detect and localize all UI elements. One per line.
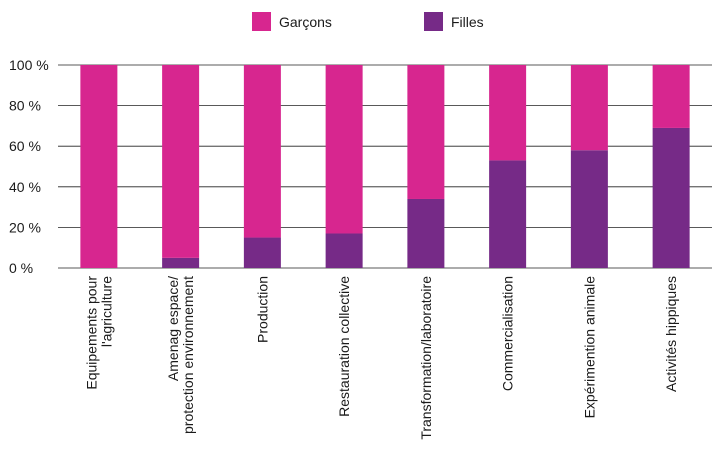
bar-segment-garcons xyxy=(489,65,527,161)
bar-segment-garcons xyxy=(652,65,690,128)
bar-segment-garcons xyxy=(80,65,118,268)
y-tick-label: 20 % xyxy=(9,219,41,235)
bar-segment-garcons xyxy=(325,65,363,234)
x-category-label: Equipements pour xyxy=(83,276,99,390)
y-tick-label: 100 % xyxy=(9,57,49,73)
y-tick-label: 0 % xyxy=(9,260,33,276)
x-category-label: Restauration collective xyxy=(336,276,352,417)
bar-segment-garcons xyxy=(570,65,608,151)
x-category-label: l'agriculture xyxy=(98,276,114,347)
x-category-labels: Equipements pour l'agriculture Amenag espa… xyxy=(83,276,679,440)
x-category-label: Production xyxy=(254,276,270,343)
bar-segment-filles xyxy=(570,150,608,268)
legend-swatch-garcons xyxy=(252,12,271,31)
y-tick-label: 40 % xyxy=(9,179,41,195)
x-category-label: Expérimention animale xyxy=(581,276,597,419)
gridlines xyxy=(58,64,712,269)
legend-label-garcons: Garçons xyxy=(279,14,332,30)
x-category-label: Transformation/laboratoire xyxy=(418,276,434,440)
legend: Garçons Filles xyxy=(252,12,484,31)
bar-segment-filles xyxy=(407,198,445,268)
bar-segment-filles xyxy=(162,257,200,268)
y-tick-label: 80 % xyxy=(9,98,41,114)
bar-segment-garcons xyxy=(243,65,281,238)
y-tick-labels: 0 % 20 % 40 % 60 % 80 % 100 % xyxy=(9,57,49,276)
bars xyxy=(80,65,690,269)
bar-segment-garcons xyxy=(407,65,445,199)
bar-segment-filles xyxy=(243,237,281,268)
legend-swatch-filles xyxy=(424,12,443,31)
x-category-label: protection environnement xyxy=(180,276,196,434)
y-tick-label: 60 % xyxy=(9,138,41,154)
legend-label-filles: Filles xyxy=(451,14,484,30)
x-category-label: Commercialisation xyxy=(500,276,516,391)
bar-segment-filles xyxy=(489,160,527,268)
bar-segment-filles xyxy=(325,233,363,268)
x-category-label: Amenag espace/ xyxy=(165,276,181,381)
x-category-label: Activités hippiques xyxy=(663,276,679,392)
bar-segment-filles xyxy=(652,127,690,269)
bar-segment-garcons xyxy=(162,65,200,258)
